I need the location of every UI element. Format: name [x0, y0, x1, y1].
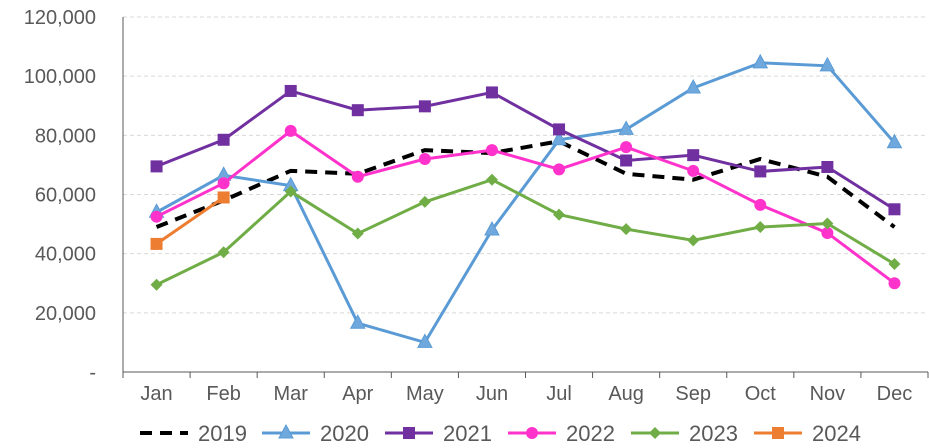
- x-tick-label: Nov: [810, 383, 846, 405]
- data-point-2020-Jul: [551, 130, 567, 146]
- data-point-2021-Nov: [821, 160, 834, 173]
- data-point-2023-Jul: [553, 208, 566, 221]
- x-tick-label: Sep: [675, 383, 711, 405]
- data-point-2022-Jun: [485, 144, 498, 157]
- legend-label: 2022: [566, 421, 615, 446]
- data-point-2023-Apr: [351, 227, 364, 240]
- series-line-2019: [155, 139, 896, 229]
- data-point-2021-Jul: [553, 123, 566, 136]
- y-tick-label: 40,000: [35, 244, 96, 266]
- legend-label: 2019: [198, 421, 247, 446]
- data-point-2022-Dec: [888, 277, 901, 290]
- data-point-2022-Sep: [687, 164, 700, 177]
- data-point-2023-Jan: [150, 278, 163, 291]
- data-point-2022-Apr: [351, 170, 364, 183]
- data-point-2020-Oct: [752, 53, 769, 69]
- legend-label: 2021: [443, 421, 492, 446]
- data-point-2021-Mar: [284, 84, 297, 97]
- data-point-2020-Nov: [819, 56, 836, 72]
- x-tick-label: Mar: [273, 383, 308, 405]
- data-point-2021-Oct: [754, 165, 767, 178]
- x-tick-label: Oct: [745, 383, 777, 405]
- data-point-2022-May: [418, 153, 431, 165]
- series-line-2022: [155, 129, 896, 285]
- legend-marker-2023: [649, 427, 661, 439]
- y-tick-label: 100,000: [24, 66, 96, 88]
- series-line-2023: [155, 178, 896, 287]
- data-point-2022-Nov: [821, 226, 834, 239]
- legend-label: 2023: [689, 421, 738, 446]
- x-tick-label: Jul: [546, 383, 572, 405]
- data-point-2023-Oct: [754, 221, 767, 234]
- data-point-2021-Jun: [485, 86, 498, 99]
- data-point-2022-Aug: [620, 141, 633, 154]
- data-point-2023-Mar: [284, 185, 297, 198]
- series-line-2024: [155, 196, 225, 246]
- data-point-2020-Apr: [349, 314, 366, 329]
- data-point-2020-Dec: [886, 133, 903, 149]
- legend-marker-2020: [278, 423, 294, 439]
- data-point-2024-Feb: [217, 191, 230, 204]
- x-tick-label: Feb: [206, 383, 240, 405]
- data-point-2021-Aug: [620, 154, 633, 167]
- data-point-2023-Sep: [687, 234, 700, 247]
- series-line-2021: [155, 89, 896, 211]
- x-tick-label: Apr: [342, 383, 373, 405]
- x-tick-label: Jan: [140, 383, 172, 405]
- data-point-2022-Jan: [150, 210, 163, 223]
- x-tick-label: May: [406, 383, 444, 405]
- data-point-2021-May: [418, 100, 431, 113]
- data-point-2023-Nov: [821, 217, 834, 230]
- legend-label: 2024: [812, 421, 861, 446]
- y-tick-label: 80,000: [35, 125, 96, 147]
- data-point-2020-Sep: [685, 78, 702, 94]
- data-point-2021-Sep: [687, 149, 700, 162]
- data-point-2023-May: [418, 195, 431, 208]
- data-point-2022-Jul: [553, 163, 566, 176]
- legend-marker-2022: [526, 427, 538, 439]
- x-tick-label: Aug: [608, 383, 644, 405]
- y-tick-label: -: [89, 362, 96, 384]
- data-point-2022-Oct: [754, 198, 767, 211]
- data-point-2020-May: [417, 333, 433, 348]
- x-tick-label: Jun: [476, 383, 508, 405]
- y-tick-label: 60,000: [35, 185, 96, 207]
- legend-marker-2024: [772, 427, 784, 439]
- data-point-2024-Jan: [150, 237, 163, 250]
- legend-label: 2020: [320, 421, 369, 446]
- data-point-2021-Jan: [150, 160, 163, 173]
- data-point-2022-Feb: [217, 177, 230, 190]
- data-point-2023-Feb: [217, 246, 230, 259]
- y-tick-label: 120,000: [24, 7, 96, 29]
- legend-marker-2021: [403, 427, 415, 439]
- series-line-2020: [155, 61, 896, 345]
- data-point-2023-Jun: [485, 173, 498, 186]
- data-point-2022-Mar: [284, 124, 297, 137]
- x-tick-label: Dec: [877, 383, 913, 405]
- data-point-2020-Jun: [484, 220, 500, 236]
- data-point-2023-Aug: [620, 223, 633, 236]
- data-point-2021-Feb: [217, 133, 230, 146]
- data-point-2020-Aug: [618, 120, 634, 135]
- data-point-2021-Dec: [888, 203, 901, 216]
- y-tick-label: 20,000: [35, 303, 96, 325]
- data-point-2021-Apr: [351, 104, 364, 117]
- data-point-2023-Dec: [888, 258, 901, 271]
